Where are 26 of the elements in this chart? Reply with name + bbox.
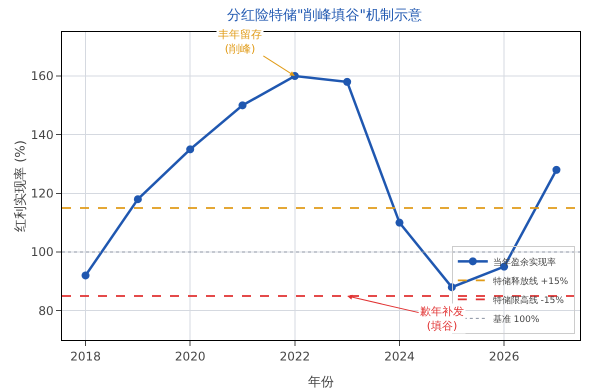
point xyxy=(186,145,194,154)
x-tick-label: 2024 xyxy=(384,349,415,364)
point xyxy=(82,271,90,280)
point xyxy=(343,78,352,86)
legend-label: 基准 100% xyxy=(492,314,540,325)
y-tick-label: 140 xyxy=(30,128,54,142)
y-tick-label: 120 xyxy=(30,186,54,201)
legend-label: 特储释放线 +15% xyxy=(492,276,569,287)
y-tick-label: 80 xyxy=(38,304,54,318)
point xyxy=(134,195,142,204)
point xyxy=(395,218,404,227)
y-tick-label: 160 xyxy=(30,69,54,84)
y-tick-label: 100 xyxy=(30,245,54,260)
x-tick-label: 2026 xyxy=(488,349,520,364)
annotation: 丰年留存 (削峰) xyxy=(218,28,262,56)
y-axis-title: 红利实现率 (%) xyxy=(12,140,29,232)
legend-label: 当年盈余实现率 xyxy=(492,256,556,268)
ref-line-label: 特储限高线 -15% xyxy=(492,294,564,306)
point xyxy=(552,166,560,174)
x-tick-label: 2018 xyxy=(70,349,101,364)
x-tick-label: 2020 xyxy=(174,349,206,364)
point xyxy=(238,101,247,110)
x-tick-label: 2022 xyxy=(280,349,310,364)
x-axis-title: 年份 xyxy=(308,375,334,390)
chart-title: 分红险特储"削峰填谷"机制示意 xyxy=(227,8,422,24)
annotation: 歉年补发 (填谷) xyxy=(420,305,464,332)
